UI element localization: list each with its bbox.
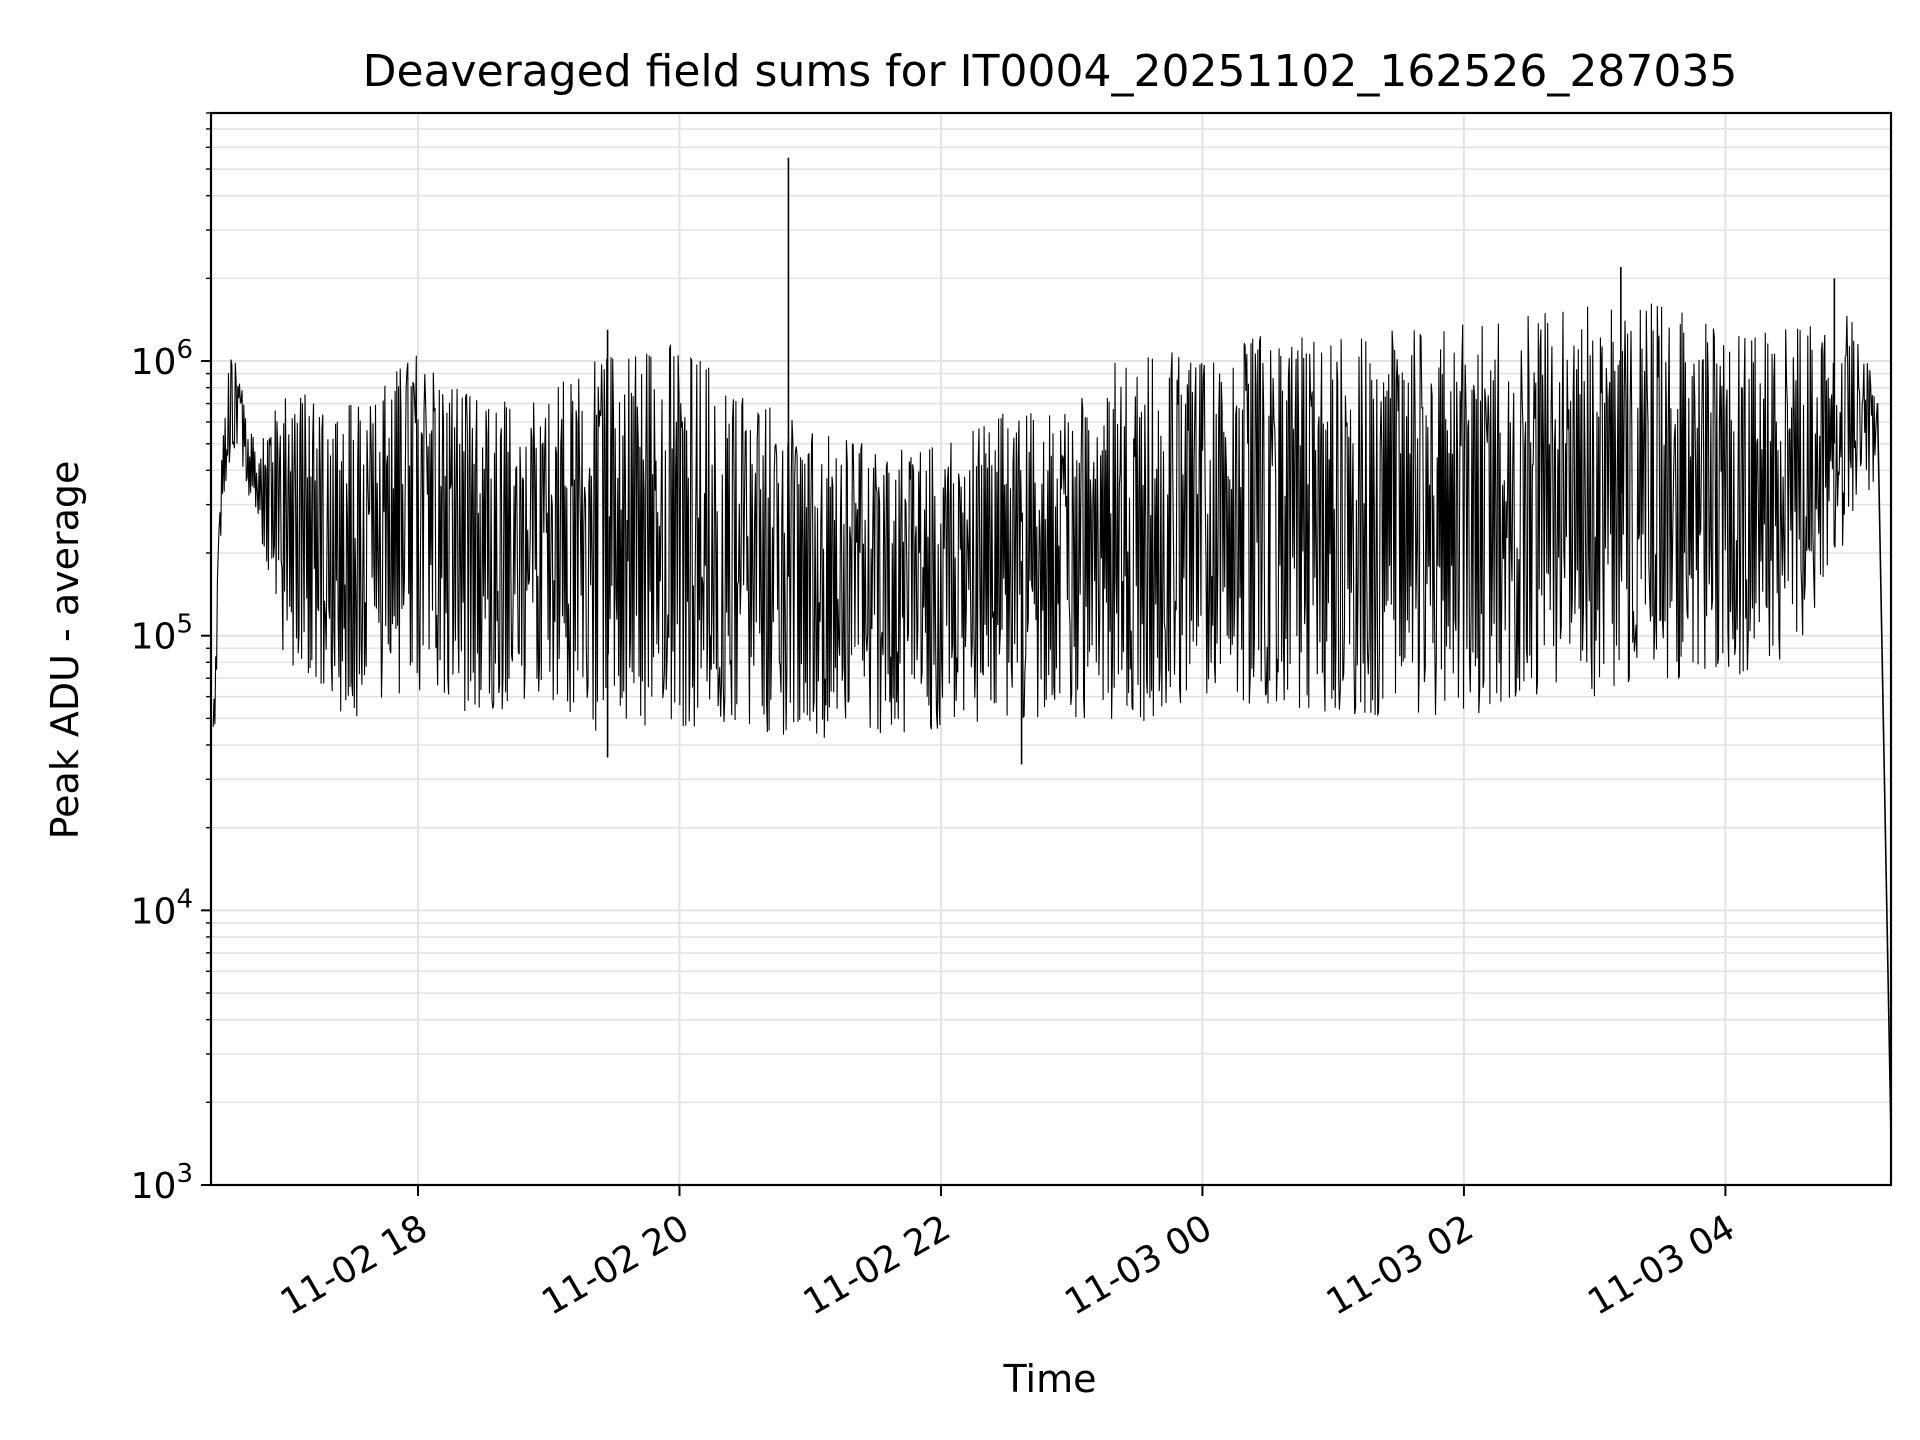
x-tick-label: 11-02 22 [797, 1207, 958, 1323]
series-line [212, 303, 1879, 738]
plot-area [212, 157, 1892, 1137]
grid [211, 112, 1891, 1186]
chart-title: Deaveraged field sums for IT0004_2025110… [363, 46, 1738, 97]
y-tick-label: 105 [131, 610, 193, 658]
x-tick-label: 11-02 18 [274, 1207, 435, 1323]
x-axis-label: Time [1003, 1357, 1097, 1401]
x-tick-label: 11-03 02 [1320, 1207, 1481, 1323]
axes-frame [209, 111, 1893, 1187]
y-axis-label: Peak ADU - average [43, 461, 87, 840]
x-tick-label: 11-03 04 [1581, 1207, 1742, 1323]
y-tick-label: 103 [131, 1159, 193, 1207]
data-end-drop [1876, 403, 1892, 1137]
y-tick-label: 106 [131, 335, 193, 383]
y-axis: 103 104 105 106 [131, 112, 211, 1207]
y-tick-label: 104 [131, 884, 193, 932]
x-tick-label: 11-02 20 [535, 1207, 696, 1323]
x-axis: 11-02 18 11-02 20 11-02 22 11-03 00 11-03 02… [274, 1185, 1742, 1324]
x-tick-label: 11-03 00 [1058, 1207, 1219, 1323]
